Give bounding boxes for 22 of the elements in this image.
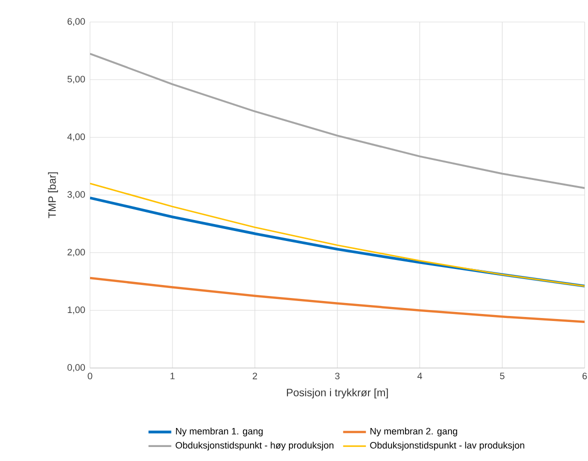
x-tick-label: 6	[582, 372, 587, 380]
x-tick-label: 2	[252, 372, 258, 380]
x-tick-label: 0	[88, 372, 92, 380]
x-tick-label: 1	[170, 372, 175, 380]
x-axis-title: Posisjon i trykkrør [m]	[286, 388, 388, 398]
y-tick-label: 2,00	[68, 248, 85, 257]
y-axis-title: TMP [bar]	[48, 172, 58, 218]
x-tick-label: 3	[335, 372, 340, 380]
y-tick-label: 3,00	[67, 191, 85, 199]
x-tick-label: 5	[500, 372, 504, 380]
y-tick-label: 5,00	[68, 76, 85, 84]
legend-label: Ny membran 1. gang	[176, 428, 263, 436]
line-series	[90, 276, 585, 324]
legend-label: Obduksjonstidspunkt - lav produksjon	[370, 442, 524, 450]
y-tick-label: 4,00	[67, 133, 85, 142]
y-tick-label: 1,00	[68, 306, 85, 314]
line-series	[90, 52, 585, 190]
legend-label: Ny membran 2. gang	[370, 428, 458, 436]
y-tick-label: 6,00	[68, 18, 85, 26]
y-tick-label: 0,00	[67, 364, 85, 372]
x-tick-label: 4	[417, 372, 422, 380]
legend-label: Obduksjonstidspunkt - høy produksjon	[176, 442, 334, 450]
